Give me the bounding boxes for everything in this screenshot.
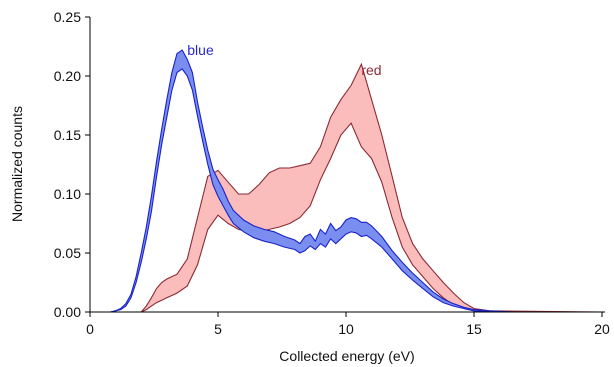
axes [89,17,605,313]
plot-series [90,49,603,313]
series-red [90,62,603,313]
x-tick-label-2: 10 [338,321,354,337]
series-red-lower-line [90,122,602,313]
x-tick-label-1: 5 [214,321,222,337]
y-tick-label-0: 0.00 [54,304,81,320]
series-red-band [90,64,602,312]
series-blue-upper-line [90,49,602,313]
y-tick-label-1: 0.05 [54,245,81,261]
series-blue-lower-line [90,68,602,313]
series-labels: blue red [187,42,381,78]
ticks: 0.00 0.05 0.10 0.15 0.20 0.25 0 5 10 15 20 [54,9,610,337]
series-label-red: red [361,62,381,78]
y-tick-label-3: 0.15 [54,127,81,143]
series-blue [90,49,602,313]
y-tick-label-2: 0.10 [54,186,81,202]
x-tick-label-0: 0 [86,321,94,337]
y-tick-label-5: 0.25 [54,9,81,25]
x-tick-label-3: 15 [466,321,482,337]
x-axis-title: Collected energy (eV) [279,348,414,364]
series-blue-band [90,50,602,312]
series-red-upper-line [90,62,603,313]
y-axis-title: Normalized counts [9,106,25,222]
x-tick-label-4: 20 [594,321,610,337]
y-tick-label-4: 0.20 [54,68,81,84]
series-label-blue: blue [187,42,214,58]
